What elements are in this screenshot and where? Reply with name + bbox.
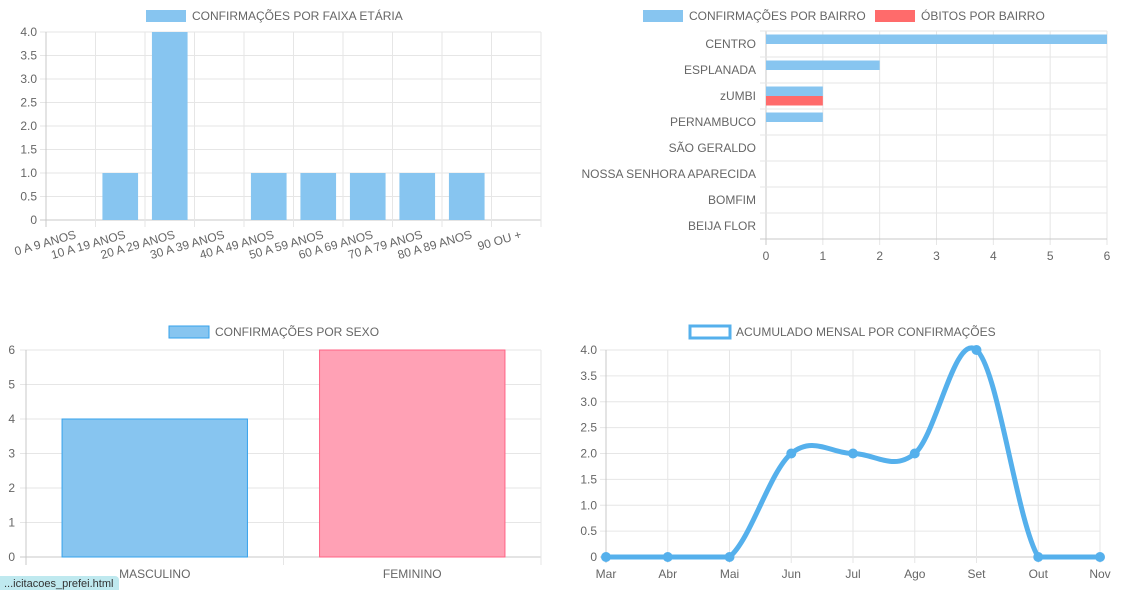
- bar[interactable]: [766, 86, 823, 97]
- y-tick-label: 1.0: [20, 166, 37, 180]
- series-line: [606, 345, 1100, 560]
- bar[interactable]: [766, 60, 880, 71]
- y-tick-label: 1.5: [580, 472, 597, 486]
- legend-swatch-deaths[interactable]: [875, 10, 915, 22]
- legend-label[interactable]: CONFIRMAÇÕES POR SEXO: [215, 324, 379, 339]
- y-tick-label: CENTRO: [705, 37, 756, 51]
- legend-swatch-confirmations[interactable]: [643, 10, 683, 22]
- y-tick-label: PERNAMBUCO: [670, 115, 756, 129]
- y-tick-label: 4: [8, 412, 15, 426]
- y-tick-label: 2.0: [580, 447, 597, 461]
- y-tick-label: SÃO GERALDO: [669, 141, 756, 155]
- x-tick-label: Nov: [1089, 567, 1110, 581]
- y-tick-label: NOSSA SENHORA APARECIDA: [582, 167, 757, 181]
- chart-sex: CONFIRMAÇÕES POR SEXO 0 1 2 3 4 5 6 MASCULINO FE…: [8, 324, 542, 581]
- x-tick-label: 6: [1104, 249, 1111, 263]
- x-tick-label: MASCULINO: [119, 567, 190, 581]
- y-tick-label: ESPLANADA: [684, 63, 756, 77]
- y-tick-label: 4.0: [20, 25, 37, 39]
- legend-label[interactable]: CONFIRMAÇÕES POR FAIXA ETÁRIA: [192, 8, 403, 23]
- bar[interactable]: [766, 96, 823, 106]
- data-point[interactable]: [1033, 552, 1044, 562]
- legend-swatch[interactable]: [146, 10, 186, 22]
- y-tick-label: 4.0: [580, 343, 597, 357]
- y-tick-label: 2.5: [20, 96, 37, 110]
- y-tick-label: 3.0: [580, 395, 597, 409]
- x-tick-label: 0: [763, 249, 770, 263]
- y-tick-label: 0: [8, 550, 15, 564]
- chart-monthly-cumulative: ACUMULADO MENSAL POR CONFIRMAÇÕES 0 0.5 1.…: [580, 324, 1110, 581]
- data-point[interactable]: [971, 345, 982, 355]
- bar[interactable]: [61, 418, 248, 558]
- data-point[interactable]: [1095, 552, 1105, 562]
- data-point[interactable]: [724, 552, 735, 562]
- x-tick-label: Ago: [904, 567, 926, 581]
- bar[interactable]: [319, 349, 506, 558]
- chart-neighborhood: CONFIRMAÇÕES POR BAIRRO ÓBITOS POR BAIRR…: [582, 8, 1111, 263]
- x-tick-label: Mai: [720, 567, 739, 581]
- legend-swatch[interactable]: [168, 325, 210, 339]
- bar[interactable]: [399, 173, 436, 220]
- x-tick-label: 5: [1047, 249, 1054, 263]
- y-tick-label: 0: [590, 550, 597, 564]
- data-point[interactable]: [786, 448, 797, 459]
- bar[interactable]: [151, 32, 188, 220]
- y-tick-label: 1: [8, 516, 15, 530]
- chart-age-group: CONFIRMAÇÕES POR FAIXA ETÁRIA 0 0.5 1.0 1.5…: [13, 8, 542, 262]
- data-point[interactable]: [662, 552, 673, 562]
- bar[interactable]: [349, 173, 386, 220]
- x-tick-label: Jun: [782, 567, 801, 581]
- x-tick-label: Abr: [658, 567, 677, 581]
- y-tick-label: 2: [8, 481, 15, 495]
- y-tick-label: 3: [8, 447, 15, 461]
- x-tick-label: 90 OU +: [476, 227, 523, 253]
- x-tick-label: Mar: [596, 567, 617, 581]
- data-point[interactable]: [601, 552, 611, 562]
- y-tick-label: zUMBI: [720, 89, 756, 103]
- x-tick-label: Out: [1029, 567, 1049, 581]
- y-tick-label: 2.5: [580, 421, 597, 435]
- bar[interactable]: [766, 34, 1107, 45]
- y-tick-label: BEIJA FLOR: [688, 219, 756, 233]
- bar[interactable]: [448, 173, 485, 220]
- y-tick-label: 3.0: [20, 72, 37, 86]
- bar[interactable]: [766, 112, 823, 123]
- legend-label-deaths[interactable]: ÓBITOS POR BAIRRO: [921, 8, 1045, 23]
- x-tick-label: 2: [876, 249, 883, 263]
- y-tick-label: 0.5: [580, 524, 597, 538]
- y-tick-label: 0: [30, 213, 37, 227]
- y-tick-label: 0.5: [20, 190, 37, 204]
- bar[interactable]: [300, 173, 337, 220]
- x-tick-label: 1: [819, 249, 826, 263]
- x-tick-label: Set: [967, 567, 986, 581]
- data-point[interactable]: [909, 448, 920, 459]
- legend-label-confirmations[interactable]: CONFIRMAÇÕES POR BAIRRO: [689, 8, 866, 23]
- data-point[interactable]: [848, 448, 858, 459]
- bar[interactable]: [250, 173, 287, 220]
- y-tick-label: 3.5: [20, 49, 37, 63]
- x-tick-label: FEMININO: [383, 567, 442, 581]
- y-tick-label: 2.0: [20, 119, 37, 133]
- y-tick-label: BOMFIM: [708, 193, 756, 207]
- bar[interactable]: [102, 173, 139, 220]
- y-tick-label: 5: [8, 378, 15, 392]
- status-bar-url: ...icitacoes_prefei.html: [0, 576, 120, 590]
- y-tick-label: 3.5: [580, 369, 597, 383]
- y-tick-label: 1.0: [580, 498, 597, 512]
- y-tick-label: 6: [8, 343, 15, 357]
- y-tick-label: 1.5: [20, 143, 37, 157]
- x-tick-label: Jul: [845, 567, 860, 581]
- x-tick-label: 3: [933, 249, 940, 263]
- x-tick-label: 4: [990, 249, 997, 263]
- legend-swatch[interactable]: [688, 324, 732, 340]
- legend-label[interactable]: ACUMULADO MENSAL POR CONFIRMAÇÕES: [736, 324, 996, 339]
